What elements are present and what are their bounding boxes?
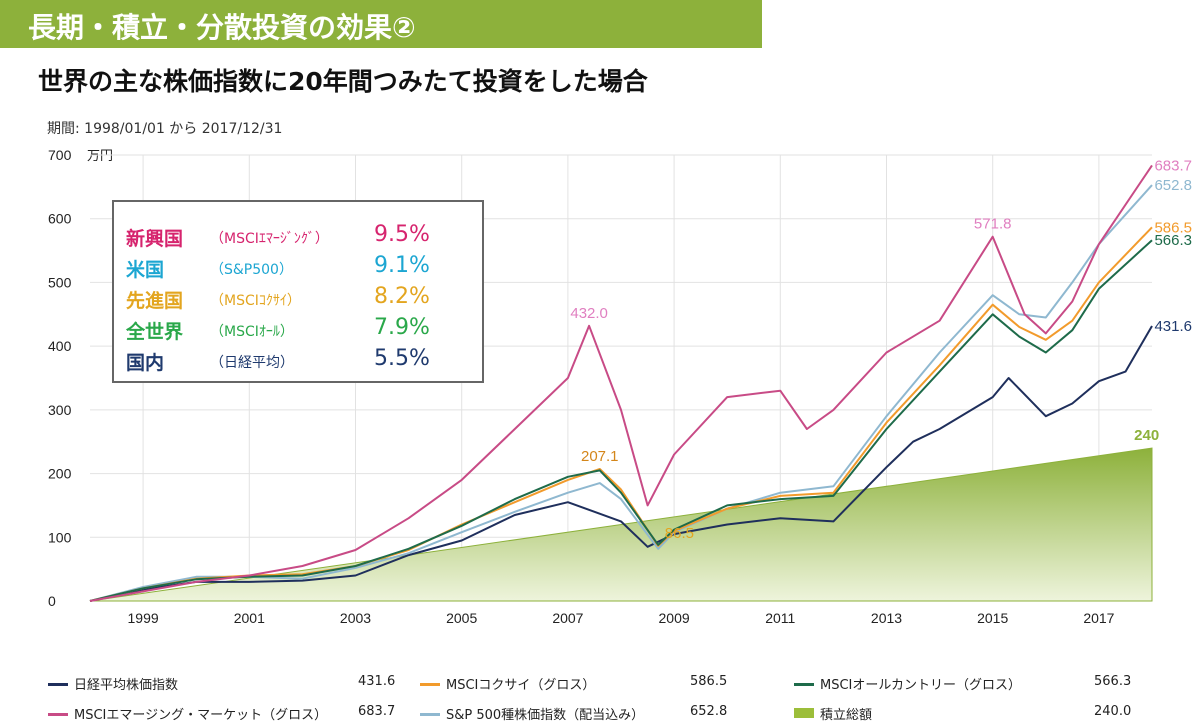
y-tick-label: 200 [48,466,72,482]
x-tick-label: 2015 [977,610,1008,626]
legend-label: MSCIコクサイ（グロス） [446,678,596,693]
legend-label: S&P 500種株価指数（配当込み） [446,708,645,723]
summary-rate: 9.1% [374,253,430,278]
x-tick-label: 2013 [871,610,902,626]
x-tick-label: 2007 [552,610,583,626]
series-area-contribution [89,447,1153,602]
chart-subtitle: 世界の主な株価指数に20年間つみたて投資をした場合 [38,67,648,96]
data-label: 586.5 [1154,219,1192,236]
summary-name: 新興国 [126,228,184,250]
data-label: 571.8 [974,216,1012,233]
legend-swatch [420,683,440,686]
header-bar [0,0,762,48]
data-label: 86.5 [665,525,694,542]
summary-index: （MSCIｺｸｻｲ） [210,293,301,309]
legend-value: 431.6 [358,674,396,689]
summary-name: 国内 [126,352,165,374]
x-tick-label: 2001 [234,610,265,626]
y-tick-label: 500 [48,274,72,290]
y-tick-label: 100 [48,529,72,545]
summary-index: （日経平均） [210,355,294,371]
legend-label: MSCIエマージング・マーケット（グロス） [74,708,328,723]
legend-label: MSCIオールカントリー（グロス） [820,678,1021,693]
legend-swatch [48,713,68,716]
legend-label: 日経平均株価指数 [74,678,179,693]
x-tick-label: 1999 [128,610,159,626]
legend-item: 日経平均株価指数 431.6 [48,674,418,694]
y-tick-label: 700 [48,147,72,163]
data-label: 566.3 [1154,232,1192,249]
series-line [89,325,1153,602]
legend-value: 240.0 [1094,704,1132,719]
legend-value: 652.8 [690,704,728,719]
legend-value: 683.7 [358,704,396,719]
legend-item: MSCIオールカントリー（グロス） 566.3 [794,674,1164,694]
data-label: 240 [1134,427,1159,444]
y-tick-label: 400 [48,338,72,354]
summary-rate: 7.9% [374,315,430,340]
legend-swatch [794,708,814,718]
y-tick-label: 300 [48,402,72,418]
summary-rate: 5.5% [374,346,430,371]
data-label: 652.8 [1154,177,1192,194]
x-tick-label: 2017 [1083,610,1114,626]
x-tick-label: 2003 [340,610,371,626]
summary-index: （S&P500） [210,262,293,278]
legend-item: 積立総額 240.0 [794,704,1164,724]
page-title: 長期・積立・分散投資の効果② [28,11,416,44]
legend-item: MSCIエマージング・マーケット（グロス） 683.7 [48,704,418,724]
series-line [89,239,1153,602]
summary-name: 全世界 [126,321,184,343]
summary-rate: 9.5% [374,222,430,247]
legend-swatch [48,683,68,686]
summary-name: 米国 [126,259,165,281]
legend-value: 566.3 [1094,674,1132,689]
data-label: 432.0 [570,305,608,322]
summary-box: 新興国 （MSCIｴﾏｰｼﾞﾝｸﾞ） 9.5% 米国 （S&P500） 9.1%… [112,200,484,383]
legend-item: MSCIコクサイ（グロス） 586.5 [420,674,790,694]
x-tick-label: 2011 [765,610,795,626]
y-tick-label: 0 [48,593,56,609]
y-tick-label: 600 [48,211,72,227]
summary-index: （MSCIｴﾏｰｼﾞﾝｸﾞ） [210,231,329,247]
y-unit-label: 万円 [87,149,114,164]
legend-item: S&P 500種株価指数（配当込み） 652.8 [420,704,790,724]
legend-swatch [794,683,814,686]
series-line [89,164,1153,602]
legend-swatch [420,713,440,716]
legend-label: 積立総額 [820,708,873,723]
series-line [89,184,1153,602]
x-tick-label: 2005 [446,610,477,626]
period-text: 期間: 1998/01/01 から 2017/12/31 [47,121,283,137]
summary-index: （MSCIｵｰﾙ） [210,324,294,340]
summary-name: 先進国 [126,290,184,312]
data-label: 431.6 [1154,318,1192,335]
x-tick-label: 2009 [659,610,690,626]
data-label: 207.1 [581,448,619,465]
legend-value: 586.5 [690,674,728,689]
summary-rate: 8.2% [374,284,430,309]
data-label: 683.7 [1154,157,1192,174]
bottom-legend: 日経平均株価指数 431.6 MSCIコクサイ（グロス） 586.5 MSCIオールカン… [0,668,1200,724]
